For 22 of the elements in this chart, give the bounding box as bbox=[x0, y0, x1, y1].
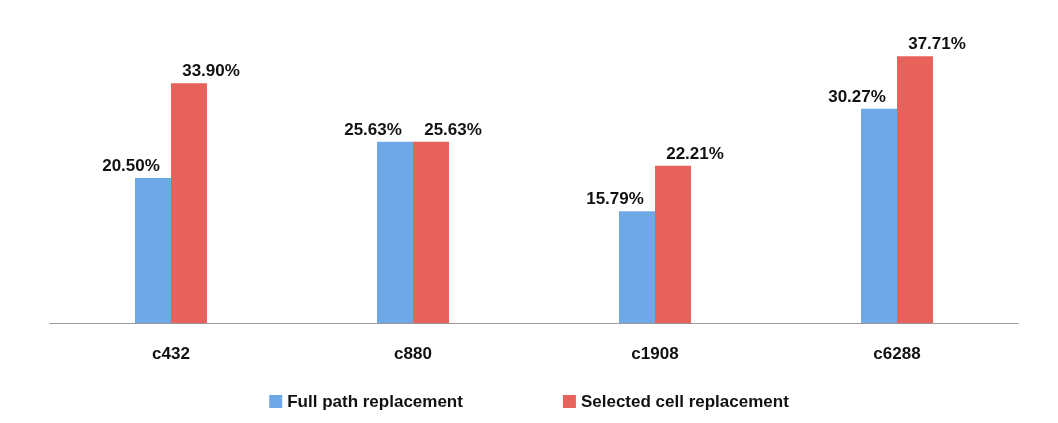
bar bbox=[655, 165, 691, 323]
data-label: 15.79% bbox=[586, 189, 644, 209]
data-label: 25.63% bbox=[344, 119, 402, 139]
bar bbox=[135, 177, 171, 323]
data-label: 22.21% bbox=[666, 143, 724, 163]
legend-label: Full path replacement bbox=[287, 392, 464, 411]
x-tick-label: c6288 bbox=[873, 344, 921, 363]
bar bbox=[897, 56, 933, 323]
bar bbox=[413, 141, 449, 323]
x-tick-label: c432 bbox=[152, 344, 190, 363]
bar bbox=[377, 141, 413, 323]
bar bbox=[171, 83, 207, 323]
data-label: 25.63% bbox=[424, 119, 482, 139]
x-tick-label: c880 bbox=[394, 344, 432, 363]
data-label: 30.27% bbox=[828, 86, 886, 106]
bar bbox=[861, 108, 897, 323]
data-label: 20.50% bbox=[102, 155, 160, 175]
x-tick-label: c1908 bbox=[631, 344, 679, 363]
data-label: 37.71% bbox=[908, 34, 966, 54]
data-label: 33.90% bbox=[182, 61, 240, 81]
legend-label: Selected cell replacement bbox=[580, 392, 790, 411]
bar bbox=[619, 211, 655, 323]
